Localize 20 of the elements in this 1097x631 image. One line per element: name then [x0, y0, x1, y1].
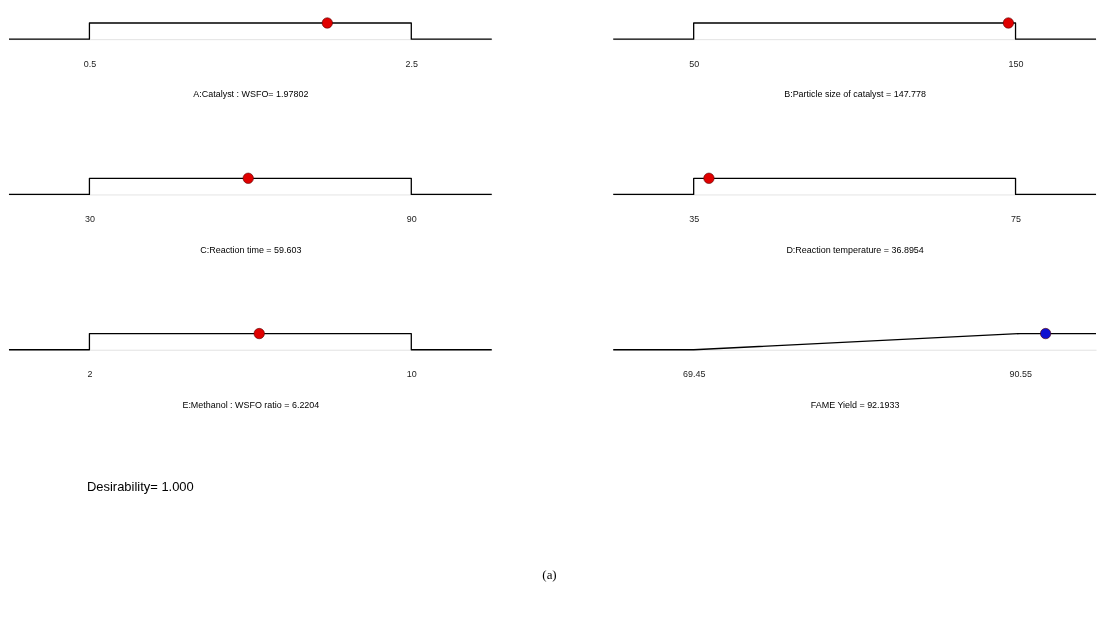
x-tick-label: 0.5	[83, 58, 97, 69]
x-axis-title: E:Methanol : WSFO ratio = 6.2204	[182, 399, 320, 410]
x-tick-label: 2	[87, 369, 93, 380]
text: (a)	[542, 566, 557, 582]
x-axis-title: B:Particle size of catalyst = 147.778	[784, 89, 927, 100]
x-tick-label: 35	[689, 213, 700, 224]
x-axis-title: A:Catalyst : WSFO= 1.97802	[193, 89, 309, 100]
x-tick-label: 90	[406, 213, 417, 224]
x-tick-label: 90.55	[1009, 369, 1032, 380]
x-tick-label: 10	[406, 369, 417, 380]
x-tick-label: 69.45	[682, 369, 706, 380]
x-tick-label: 50	[689, 58, 700, 69]
x-tick-label: 30	[84, 213, 95, 224]
x-tick-label: 2.5	[405, 58, 419, 69]
x-tick-label: 75	[1011, 213, 1022, 224]
x-axis-title: FAME Yield = 92.1933	[810, 399, 900, 410]
x-axis-title: C:Reaction time = 59.603	[200, 244, 302, 255]
x-tick-label: 150	[1008, 58, 1024, 69]
text: Desirability= 1.000	[86, 479, 194, 495]
x-axis-title: D:Reaction temperature = 36.8954	[786, 244, 924, 255]
